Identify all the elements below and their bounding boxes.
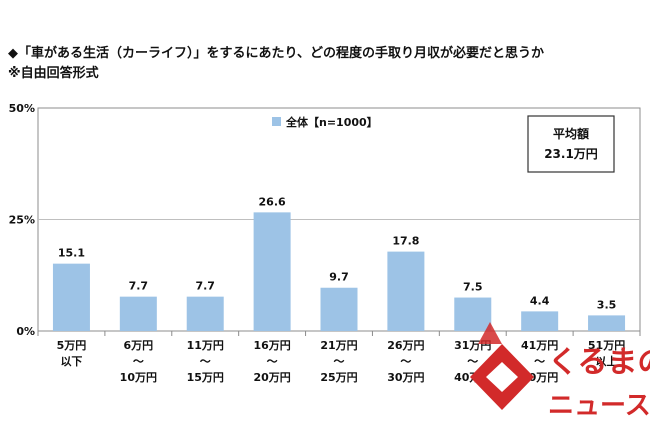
- data-label: 4.4: [530, 294, 550, 307]
- x-tick-label: 〜: [334, 355, 345, 368]
- bar: [119, 296, 157, 331]
- x-tick-label: 〜: [534, 355, 545, 368]
- bar: [52, 263, 90, 331]
- data-label: 26.6: [259, 195, 286, 208]
- x-tick-label: 〜: [133, 355, 144, 368]
- x-tick-label: 21万円: [320, 339, 357, 352]
- data-label: 15.1: [58, 247, 85, 260]
- x-tick-label: 6万円: [124, 339, 154, 352]
- data-label: 7.5: [463, 281, 483, 294]
- x-tick-label: 5万円: [57, 339, 87, 352]
- logo-mark: [470, 322, 534, 410]
- x-tick-label: 16万円: [253, 339, 290, 352]
- x-tick-label: 以上: [596, 354, 618, 368]
- chart-title: ◆「車がある生活（カーライフ）」をするにあたり、どの程度の手取り月収が必要だと思…: [8, 46, 544, 61]
- x-tick-label: 〜: [200, 355, 211, 368]
- x-tick-label: 10万円: [120, 371, 157, 384]
- bar: [521, 311, 559, 331]
- chart-subtitle: ※自由回答形式: [8, 66, 99, 81]
- data-label: 3.5: [597, 298, 617, 311]
- y-tick-label: 50%: [9, 102, 35, 115]
- x-tick-label: 41万円: [521, 339, 558, 352]
- average-callout-value: 23.1万円: [544, 147, 598, 161]
- y-tick-label: 25%: [9, 214, 35, 227]
- bar: [387, 251, 425, 331]
- x-tick-label: 51万円: [588, 339, 625, 352]
- data-label: 7.7: [195, 280, 215, 293]
- y-tick-label: 0%: [16, 325, 35, 338]
- x-tick-label: 15万円: [187, 371, 224, 384]
- data-label: 9.7: [329, 271, 349, 284]
- x-tick-label: 26万円: [387, 339, 424, 352]
- bar: [320, 287, 358, 331]
- legend-label: 全体【n=1000】: [285, 115, 378, 129]
- data-label: 7.7: [129, 280, 149, 293]
- bar: [253, 212, 291, 331]
- bar: [186, 296, 224, 331]
- legend-swatch: [272, 117, 281, 126]
- logo-text-top: くるまの: [548, 345, 650, 380]
- bar: [588, 315, 626, 331]
- x-tick-label: 〜: [467, 355, 478, 368]
- x-tick-label: 〜: [267, 355, 278, 368]
- x-tick-label: 以下: [60, 355, 82, 368]
- kurumanonews-logo: くるまの ニュース: [470, 322, 650, 421]
- bar: [454, 297, 492, 331]
- x-tick-label: 11万円: [187, 339, 224, 352]
- title-block: ◆「車がある生活（カーライフ）」をするにあたり、どの程度の手取り月収が必要だと思…: [8, 44, 638, 84]
- average-callout-title: 平均額: [553, 126, 589, 141]
- logo-text-bottom: ニュース: [548, 391, 650, 421]
- x-tick-label: 30万円: [387, 371, 424, 384]
- average-callout: [527, 115, 615, 173]
- x-tick-label: 20万円: [253, 371, 290, 384]
- x-tick-label: 〜: [400, 355, 411, 368]
- data-label: 17.8: [392, 235, 419, 248]
- x-tick-label: 25万円: [320, 371, 357, 384]
